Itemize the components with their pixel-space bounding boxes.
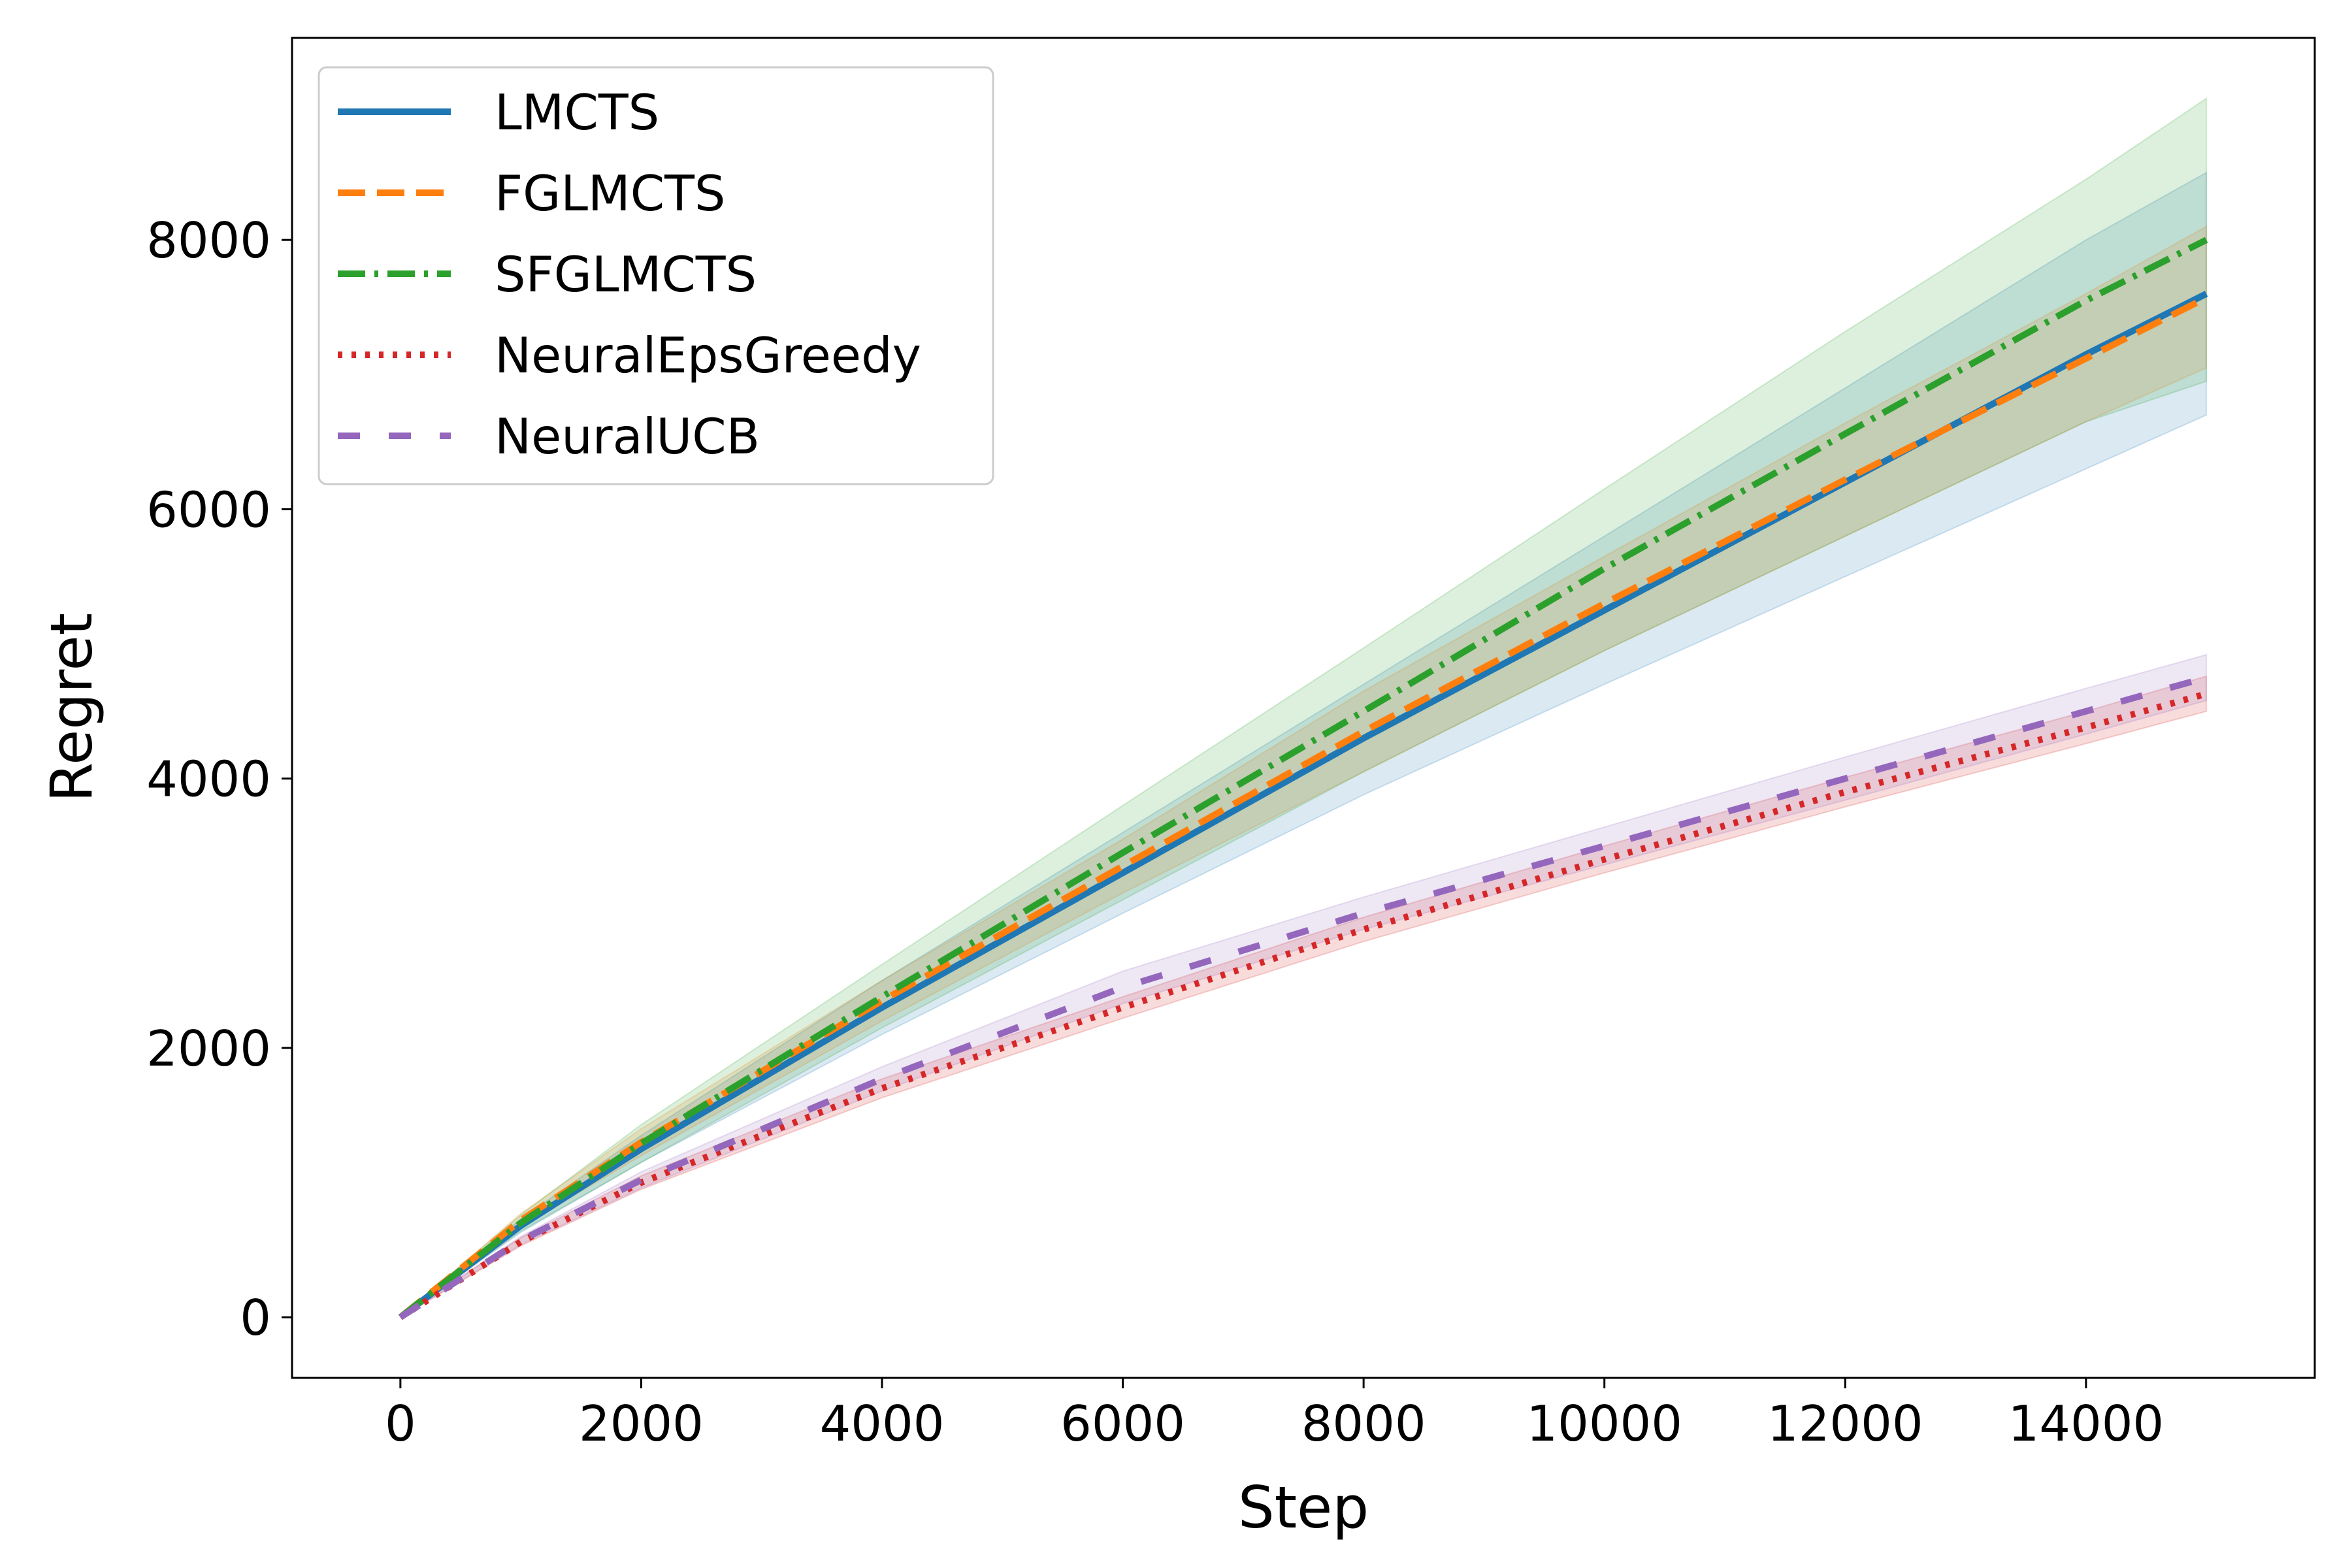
y-axis-label: Regret bbox=[38, 613, 105, 802]
legend-label-sfglmcts: SFGLMCTS bbox=[495, 246, 757, 303]
x-tick-label: 14000 bbox=[2008, 1395, 2164, 1452]
band-sfglmcts bbox=[400, 97, 2208, 1318]
x-tick-label: 0 bbox=[385, 1395, 416, 1452]
y-tick-label: 2000 bbox=[146, 1020, 271, 1077]
y-axis-ticks: 0 2000 4000 6000 8000 bbox=[146, 212, 292, 1347]
y-tick-label: 4000 bbox=[146, 751, 271, 808]
line-neuralucb bbox=[399, 674, 2208, 1320]
x-tick-label: 6000 bbox=[1060, 1395, 1185, 1452]
legend: LMCTS FGLMCTS SFGLMCTS NeuralEpsGreedy Neura… bbox=[318, 66, 994, 485]
x-axis-label: Step bbox=[1238, 1474, 1369, 1541]
legend-box bbox=[318, 66, 994, 485]
plot-frame bbox=[291, 37, 2316, 1379]
x-tick-label: 4000 bbox=[820, 1395, 945, 1452]
x-tick-label: 2000 bbox=[579, 1395, 704, 1452]
x-axis-ticks: 0 2000 4000 6000 8000 10000 12000 14000 bbox=[385, 1378, 2164, 1452]
legend-label-neuralucb: NeuralUCB bbox=[495, 408, 760, 465]
y-tick-label: 6000 bbox=[146, 481, 271, 538]
y-tick-label: 8000 bbox=[146, 212, 271, 269]
line-sfglmcts bbox=[398, 237, 2208, 1320]
series-lines bbox=[398, 237, 2208, 1320]
x-tick-label: 8000 bbox=[1301, 1395, 1426, 1452]
legend-label-neuralepsgreedy: NeuralEpsGreedy bbox=[495, 327, 921, 384]
x-tick-label: 10000 bbox=[1526, 1395, 1682, 1452]
y-tick-label: 0 bbox=[240, 1289, 271, 1347]
legend-label-lmcts: LMCTS bbox=[495, 84, 659, 141]
x-tick-label: 12000 bbox=[1767, 1395, 1923, 1452]
line-fglmcts bbox=[398, 295, 2208, 1320]
legend-label-fglmcts: FGLMCTS bbox=[495, 165, 726, 222]
